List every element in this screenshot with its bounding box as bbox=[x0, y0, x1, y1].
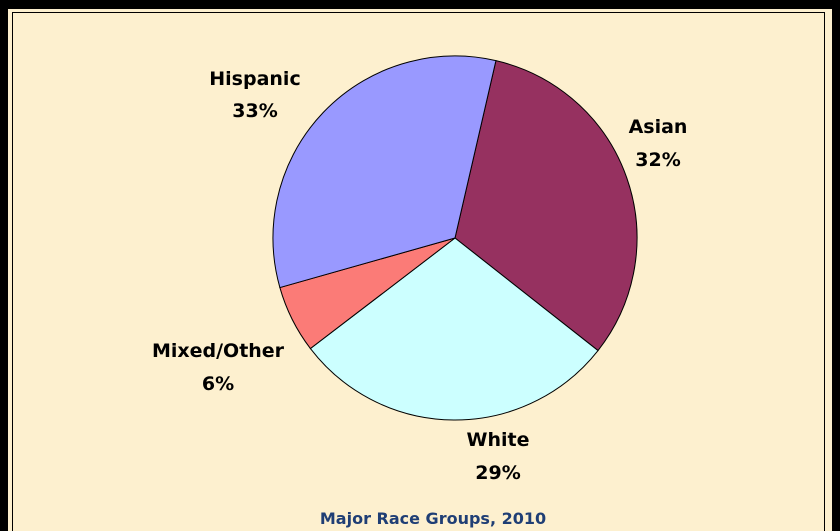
slice-labels: Hispanic 33% Asian 32% Mixed/Other 6% Wh… bbox=[152, 68, 688, 484]
slice-label-mixed-other-value: 6% bbox=[202, 373, 234, 395]
slice-label-hispanic-value: 33% bbox=[232, 100, 277, 122]
pie-slices bbox=[272, 55, 638, 421]
pie-slice-hispanic bbox=[272, 55, 497, 289]
slice-label-white-value: 29% bbox=[475, 462, 520, 484]
slice-label-asian-name: Asian bbox=[629, 116, 688, 138]
slice-label-asian-value: 32% bbox=[635, 149, 680, 171]
pie-slice-asian bbox=[454, 60, 638, 352]
slice-label-hispanic-name: Hispanic bbox=[209, 68, 300, 90]
slice-label-mixed-other-name: Mixed/Other bbox=[152, 340, 285, 362]
pie-slice-white bbox=[309, 237, 599, 421]
chart-title: Major Race Groups, 2010 bbox=[320, 509, 546, 528]
slice-label-white-name: White bbox=[467, 429, 530, 451]
chart-plot-border bbox=[12, 12, 825, 531]
